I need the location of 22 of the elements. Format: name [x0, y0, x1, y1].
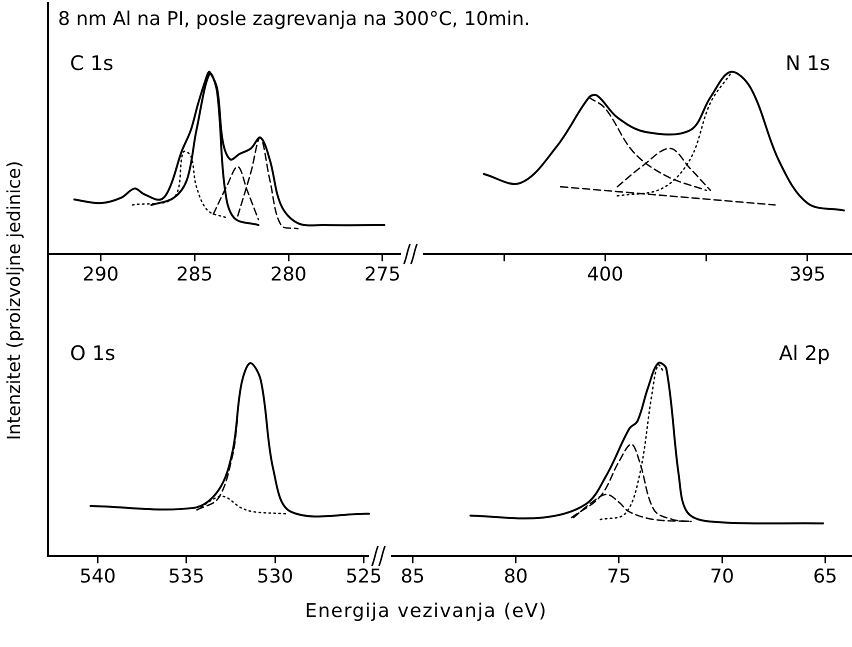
x-tick-label: 525 [346, 566, 382, 588]
x-tick-label: 80 [504, 566, 528, 588]
x-tick-label: 275 [364, 264, 401, 286]
x-tick-label: 280 [270, 264, 307, 286]
x-tick-label: 400 [587, 264, 624, 286]
x-tick-label: 285 [176, 264, 213, 286]
x-tick-label: 540 [80, 566, 116, 588]
x-tick-label: 70 [710, 566, 734, 588]
x-tick-label: 85 [400, 566, 425, 588]
x-axis-title: Energija vezivanja (eV) [305, 600, 548, 622]
annotation: Al 2p [778, 341, 830, 366]
x-tick-label: 75 [606, 566, 632, 588]
annotation: N 1s [786, 51, 830, 76]
x-tick-label: 290 [82, 264, 119, 286]
chart-title: 8 nm Al na PI, posle zagrevanja na 300°C, 10min. [58, 8, 530, 30]
annotation: C 1s [70, 51, 114, 76]
y-axis-title: Intenzitet (proizvoljne jedinice) [4, 160, 25, 440]
x-tick-label: 530 [256, 566, 294, 588]
x-tick-label: 65 [813, 566, 838, 588]
x-tick-label: 395 [789, 264, 826, 286]
annotation: O 1s [70, 341, 116, 366]
x-tick-label: 535 [168, 566, 204, 588]
